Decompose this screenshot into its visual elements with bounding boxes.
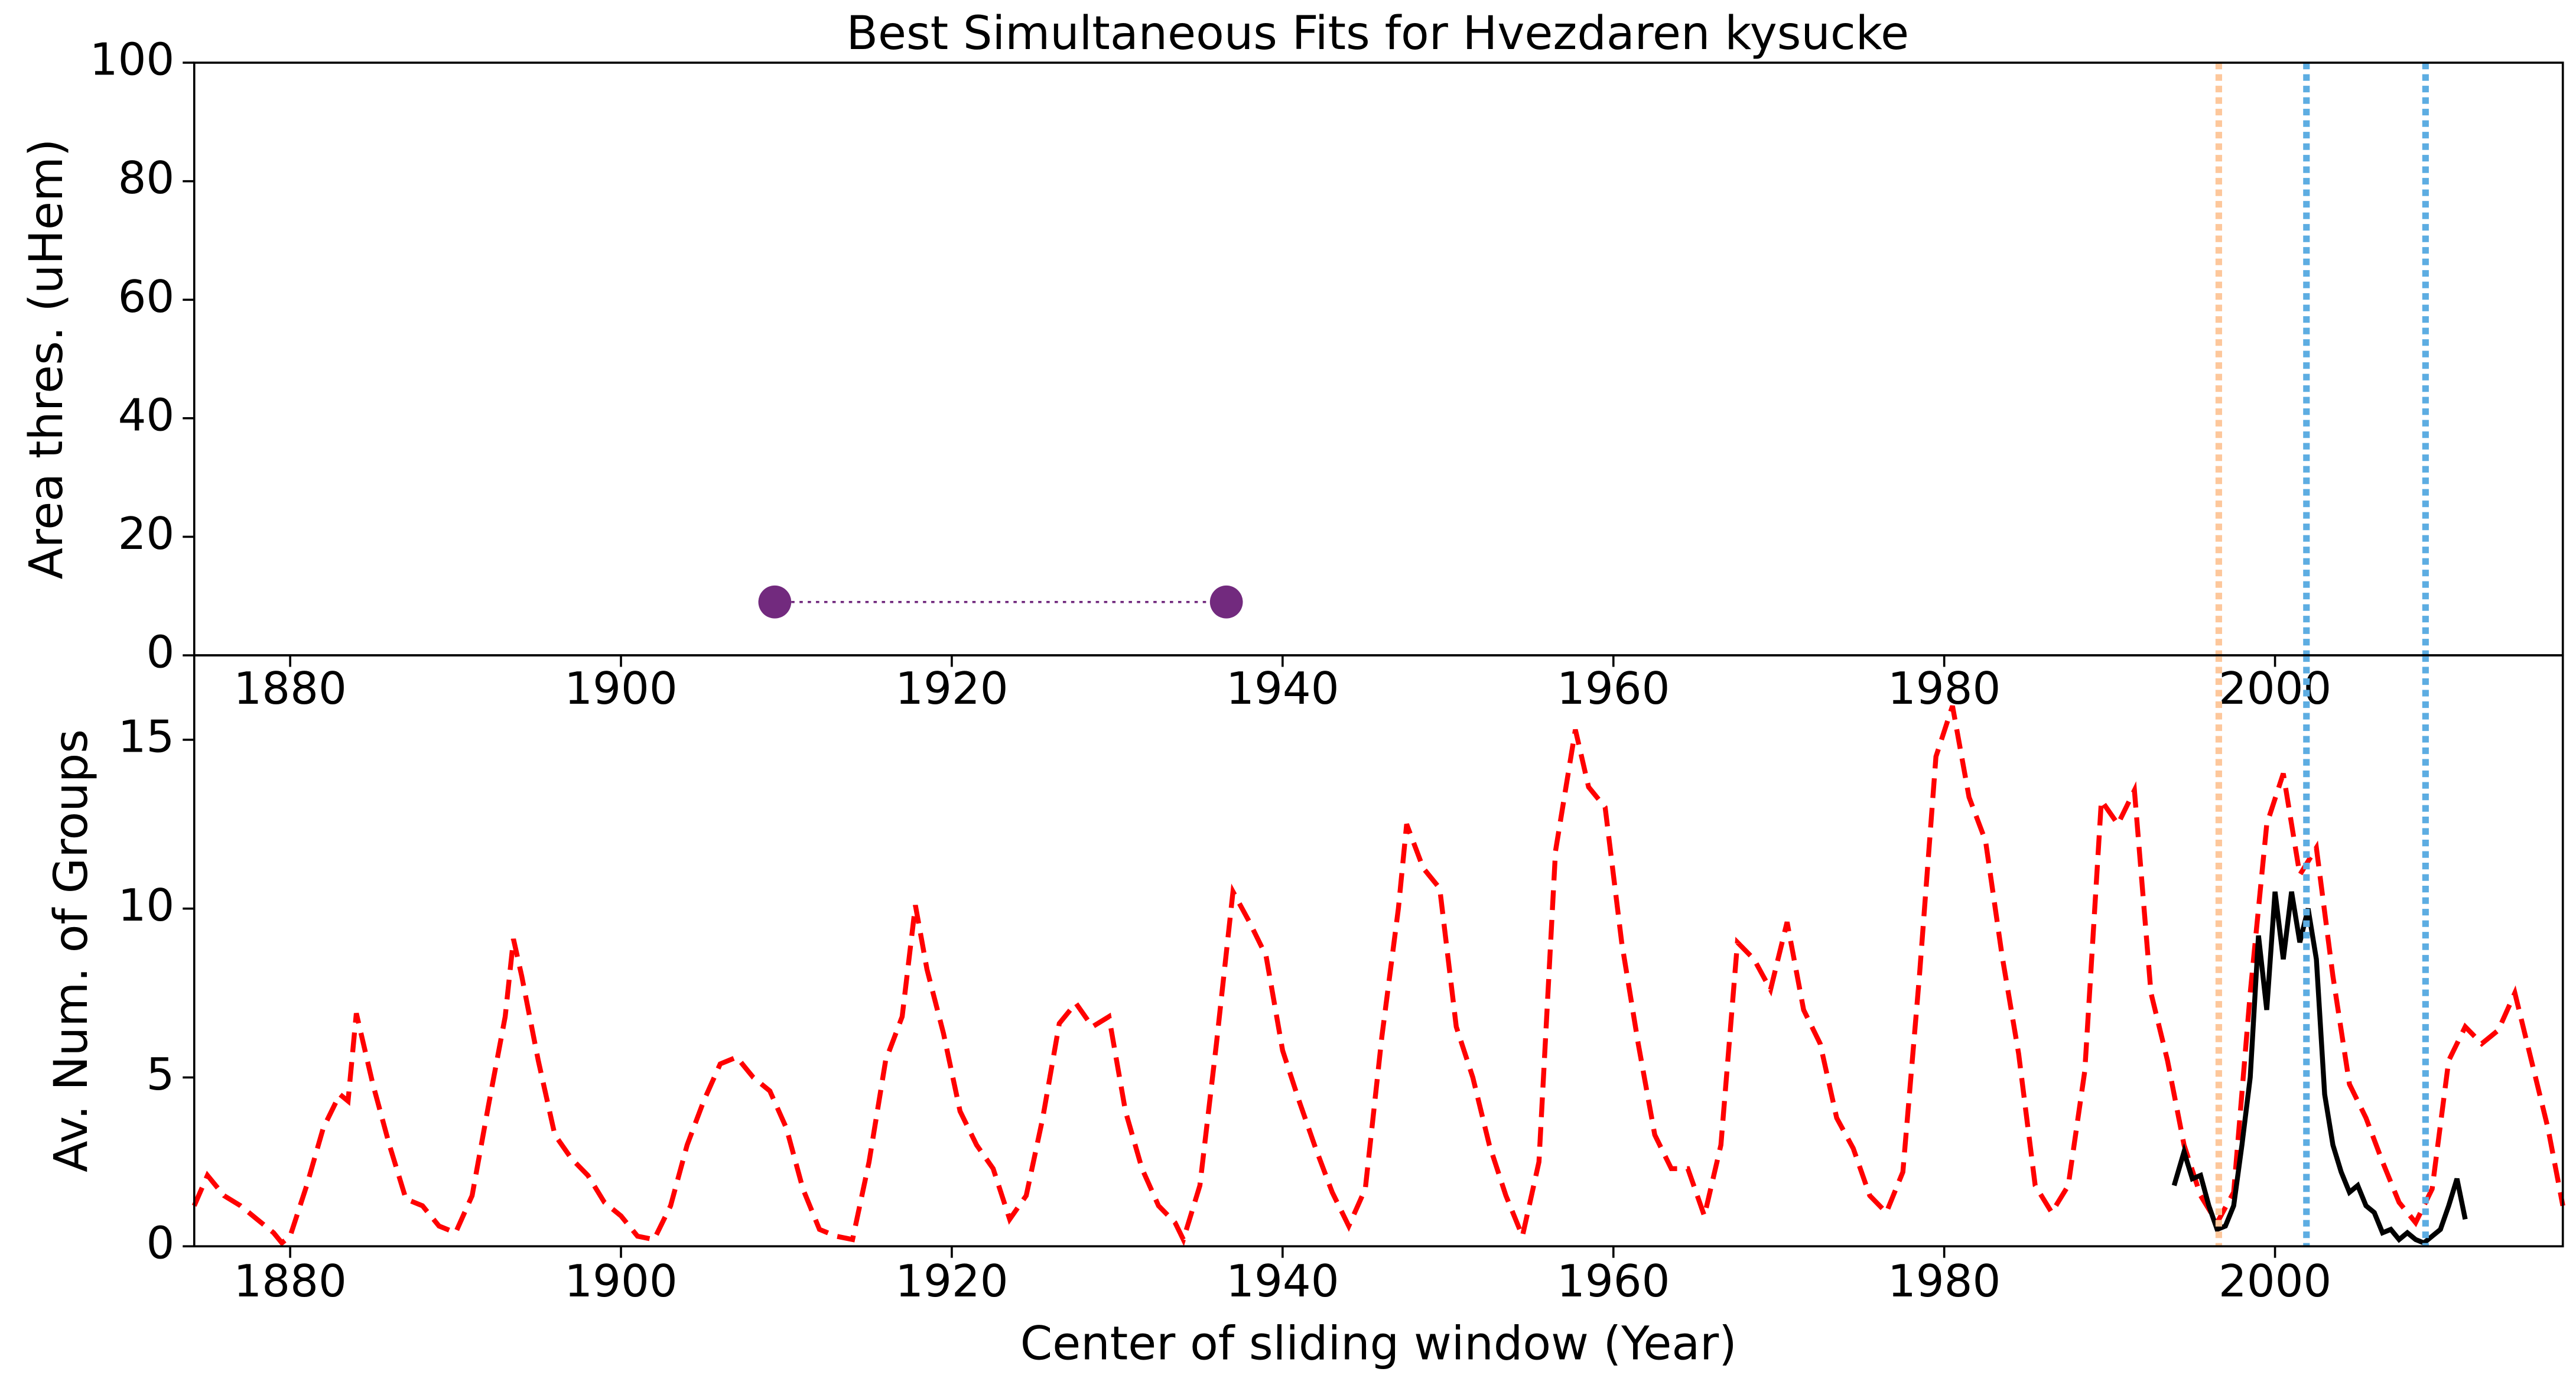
y-tick-label: 15 <box>118 710 175 762</box>
y-tick-label: 40 <box>118 389 175 441</box>
x-tick-label: 1980 <box>1888 662 2001 714</box>
data-line <box>191 705 2565 1247</box>
y-tick-label: 0 <box>146 1217 174 1269</box>
y-tick-label: 10 <box>118 879 175 931</box>
x-axis-label: Center of sliding window (Year) <box>1020 1318 1737 1371</box>
y-tick-label: 0 <box>146 626 174 678</box>
y-tick-label: 100 <box>90 34 175 86</box>
x-tick-label: 1900 <box>564 1255 677 1307</box>
y-tick-label: 5 <box>146 1048 174 1100</box>
x-tick-label: 2000 <box>2219 1255 2331 1307</box>
y-axis-label: Area thres. (uHem) <box>20 139 73 580</box>
x-tick-label: 2000 <box>2219 662 2331 714</box>
marker <box>758 585 792 619</box>
y-axis-label: Av. Num. of Groups <box>45 729 98 1172</box>
x-tick-label: 1900 <box>564 662 677 714</box>
x-tick-label: 1980 <box>1888 1255 2001 1307</box>
marker <box>1209 585 1243 619</box>
x-tick-label: 1880 <box>233 1255 346 1307</box>
x-tick-label: 1920 <box>895 662 1008 714</box>
y-tick-label: 80 <box>118 152 175 204</box>
plot-frame <box>193 654 2564 1247</box>
x-tick-label: 1960 <box>1557 662 1670 714</box>
y-tick-label: 60 <box>118 271 175 323</box>
plot-frame <box>193 61 2564 656</box>
x-tick-label: 1880 <box>233 662 346 714</box>
y-tick-label: 20 <box>118 508 175 560</box>
chart-title: Best Simultaneous Fits for Hvezdaren kys… <box>847 7 1910 60</box>
x-tick-label: 1940 <box>1226 662 1339 714</box>
x-tick-label: 1920 <box>895 1255 1008 1307</box>
x-tick-label: 1940 <box>1226 1255 1339 1307</box>
data-line <box>2171 891 2468 1246</box>
x-tick-label: 1960 <box>1557 1255 1670 1307</box>
